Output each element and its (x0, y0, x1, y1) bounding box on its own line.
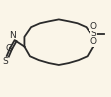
Text: N: N (9, 31, 16, 40)
Text: S: S (90, 29, 96, 38)
Text: C: C (5, 44, 11, 53)
Text: S: S (2, 57, 8, 66)
Text: O: O (90, 22, 97, 31)
Text: O: O (90, 37, 97, 46)
